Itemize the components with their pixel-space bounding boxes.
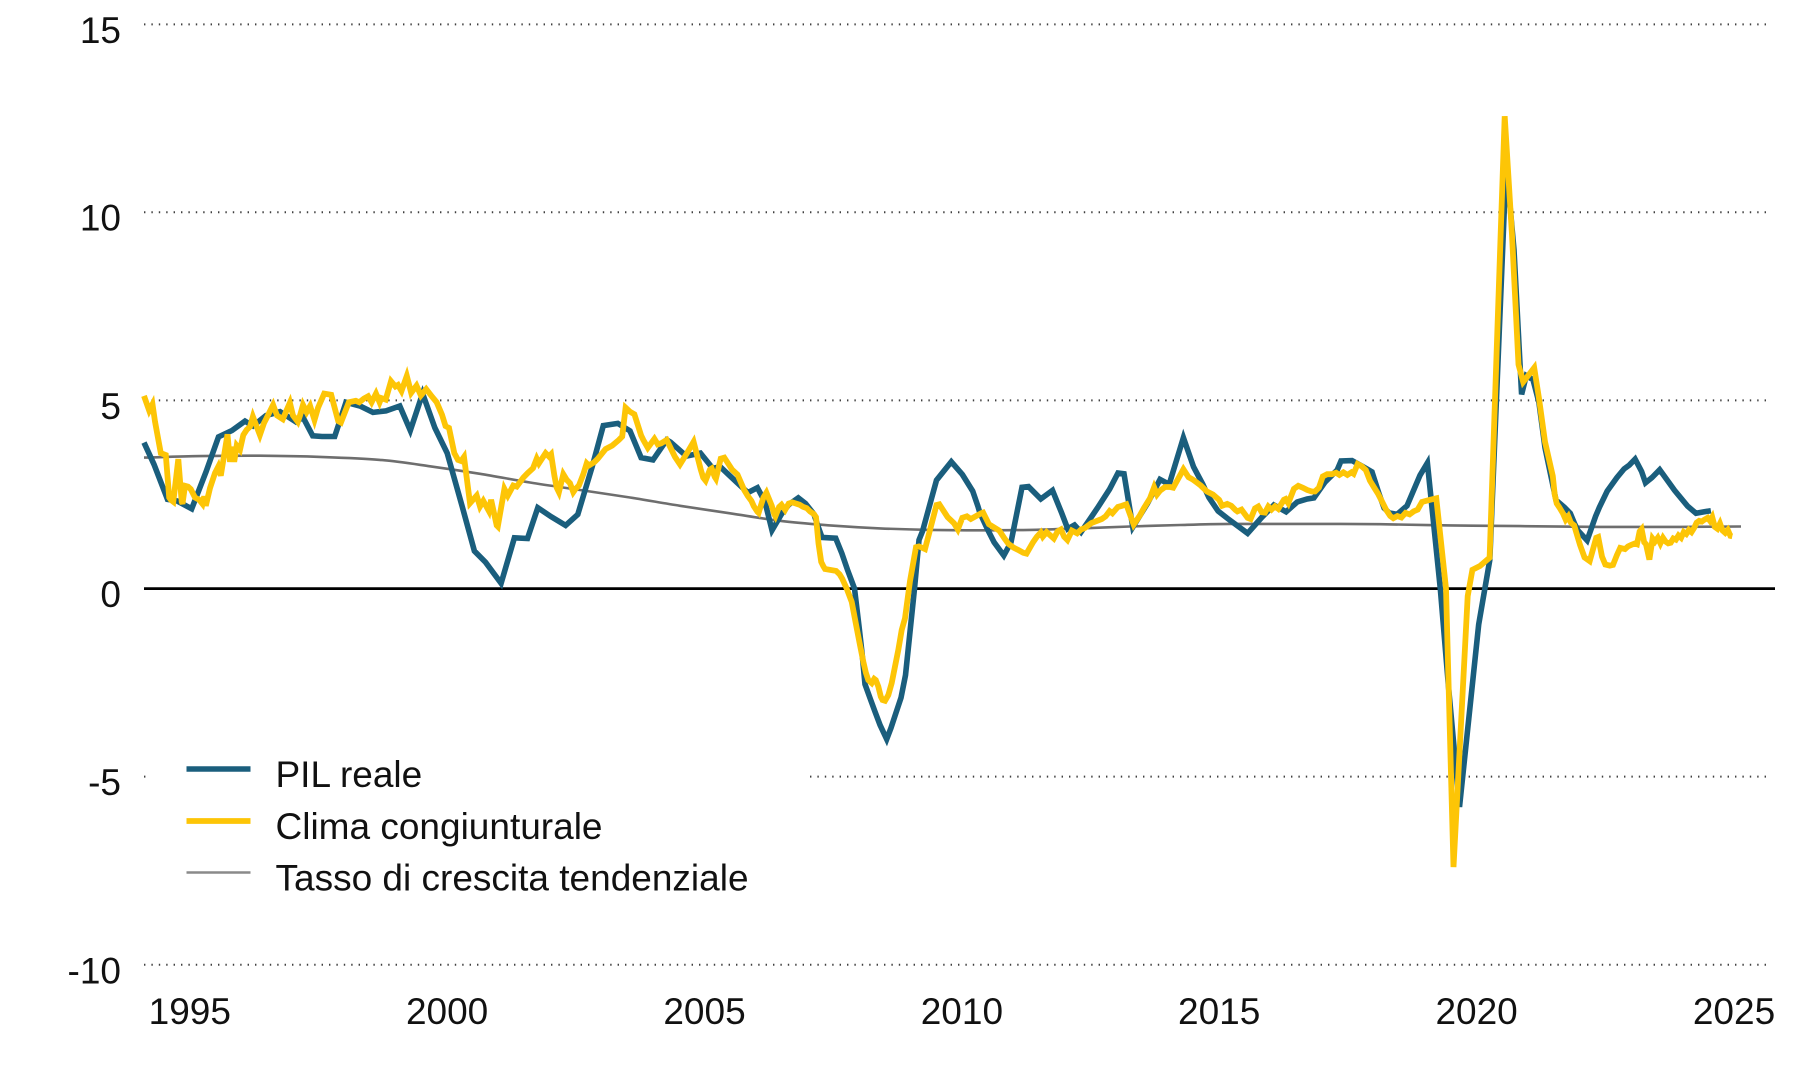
svg-text:2025: 2025 (1693, 991, 1775, 1032)
svg-text:15: 15 (80, 10, 121, 51)
svg-text:-5: -5 (88, 762, 121, 803)
svg-text:2000: 2000 (406, 991, 488, 1032)
svg-text:10: 10 (80, 198, 121, 239)
svg-text:2010: 2010 (921, 991, 1003, 1032)
svg-text:PIL reale: PIL reale (276, 754, 423, 795)
svg-text:2015: 2015 (1178, 991, 1260, 1032)
svg-text:2005: 2005 (663, 991, 745, 1032)
svg-text:Clima congiunturale: Clima congiunturale (276, 806, 603, 847)
svg-text:2020: 2020 (1435, 991, 1517, 1032)
svg-text:1995: 1995 (149, 991, 231, 1032)
svg-text:0: 0 (100, 574, 121, 615)
svg-text:5: 5 (100, 386, 121, 427)
svg-text:-10: -10 (68, 950, 121, 991)
svg-text:Tasso di crescita tendenziale: Tasso di crescita tendenziale (276, 857, 749, 898)
